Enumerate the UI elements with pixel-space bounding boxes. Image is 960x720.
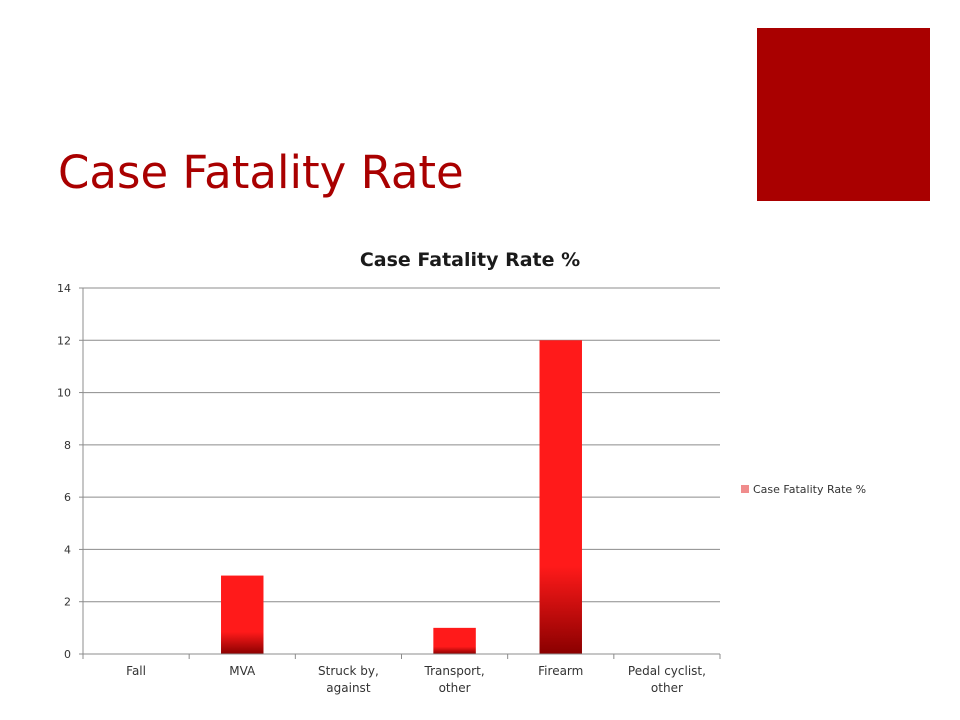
bars (221, 340, 582, 654)
y-tick-label: 12 (57, 334, 71, 347)
legend: Case Fatality Rate % (741, 483, 866, 496)
bar (539, 340, 582, 654)
axes (82, 288, 721, 659)
bar (221, 575, 264, 654)
y-tick-label: 2 (64, 596, 71, 609)
slide-title: Case Fatality Rate (58, 146, 464, 199)
x-tick-label: Firearm (538, 664, 583, 678)
legend-label: Case Fatality Rate % (753, 483, 866, 496)
gridlines (83, 287, 720, 603)
y-tick-label: 10 (57, 387, 71, 400)
y-axis-ticks: 0 2 4 6 8 10 12 14 (57, 282, 83, 661)
y-tick-label: 8 (64, 439, 71, 452)
x-tick-label: Fall (126, 664, 146, 678)
x-tick-label: MVA (229, 664, 256, 678)
legend-swatch (741, 485, 749, 493)
y-tick-label: 6 (64, 491, 71, 504)
chart-title: Case Fatality Rate % (360, 249, 580, 271)
x-tick-label: Transport, other (424, 664, 485, 695)
decorative-red-square (757, 28, 930, 201)
y-tick-label: 0 (64, 648, 71, 661)
y-tick-label: 4 (64, 543, 71, 556)
x-tick-label: Pedal cyclist, other (628, 664, 706, 695)
y-tick-label: 14 (57, 282, 71, 295)
x-tick-label: Struck by, against (318, 664, 379, 695)
bar (433, 627, 476, 654)
x-axis-labels: Fall MVA Struck by, against Transport, other F… (126, 664, 706, 695)
